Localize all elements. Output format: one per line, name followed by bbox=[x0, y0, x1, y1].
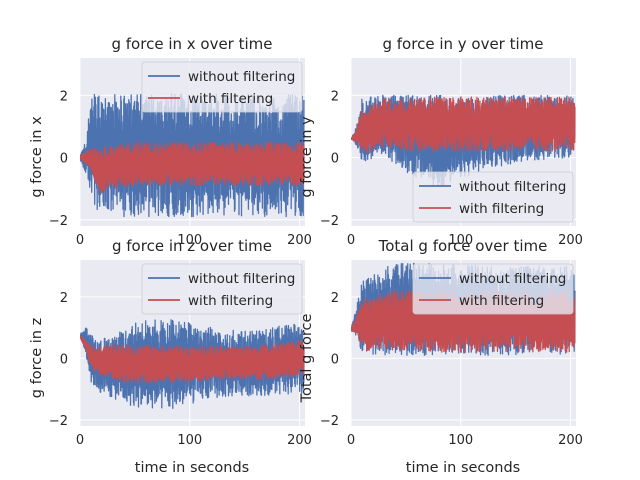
x-tick-label: 200 bbox=[558, 433, 583, 448]
series-line-without-filtering bbox=[80, 93, 305, 218]
series-line-with-filtering bbox=[351, 96, 576, 154]
x-tick-label: 100 bbox=[448, 233, 473, 248]
x-tick-label: 0 bbox=[347, 433, 355, 448]
legend-box bbox=[412, 263, 574, 315]
x-tick-label: 100 bbox=[177, 233, 202, 248]
x-tick-label: 0 bbox=[347, 233, 355, 248]
subplot-title: Total g force over time bbox=[378, 237, 548, 255]
x-tick-label: 200 bbox=[287, 233, 312, 248]
legend-label: with filtering bbox=[188, 91, 273, 107]
x-tick-label: 100 bbox=[448, 433, 473, 448]
legend: without filtering with filtering bbox=[412, 171, 574, 223]
legend-label: without filtering bbox=[188, 271, 295, 287]
y-axis-label: g force in z bbox=[29, 318, 45, 398]
y-axis-label: Total g force bbox=[299, 314, 315, 404]
legend-label: without filtering bbox=[459, 271, 566, 287]
subplot-total-g-force: Total g force over time Total g force ti… bbox=[299, 237, 583, 476]
subplot-g-force-x: g force in x over time g force in x 0 100… bbox=[29, 35, 312, 248]
y-tick-label: 2 bbox=[331, 291, 339, 306]
y-tick-label: 2 bbox=[60, 291, 68, 306]
subplot-title: g force in z over time bbox=[112, 237, 272, 255]
y-tick-label: −2 bbox=[49, 414, 68, 429]
y-tick-label: 0 bbox=[331, 152, 339, 167]
y-axis-label: g force in y bbox=[299, 116, 315, 198]
x-tick-label: 200 bbox=[558, 233, 583, 248]
x-tick-label: 0 bbox=[76, 433, 84, 448]
y-tick-label: 0 bbox=[331, 352, 339, 367]
legend-box bbox=[412, 171, 574, 223]
subplot-g-force-z: g force in z over time g force in z time… bbox=[29, 237, 312, 476]
subplot-title: g force in y over time bbox=[382, 35, 543, 53]
y-tick-label: 0 bbox=[60, 152, 68, 167]
legend-label: with filtering bbox=[188, 293, 273, 309]
legend-label: with filtering bbox=[459, 293, 544, 309]
x-tick-label: 200 bbox=[287, 433, 312, 448]
legend-label: with filtering bbox=[459, 201, 544, 217]
y-tick-label: −2 bbox=[49, 214, 68, 229]
y-tick-label: −2 bbox=[320, 214, 339, 229]
subplot-g-force-y: g force in y over time g force in y 0 100… bbox=[299, 35, 583, 248]
legend: without filtering with filtering bbox=[141, 263, 303, 315]
series-line-with-filtering bbox=[80, 141, 305, 194]
y-tick-label: 0 bbox=[60, 352, 68, 367]
x-tick-label: 0 bbox=[76, 233, 84, 248]
legend: without filtering with filtering bbox=[412, 263, 574, 315]
y-axis-label: g force in x bbox=[29, 116, 45, 198]
y-tick-label: 2 bbox=[60, 89, 68, 104]
subplot-title: g force in x over time bbox=[111, 35, 272, 53]
legend: without filtering with filtering bbox=[141, 61, 303, 113]
x-tick-label: 100 bbox=[177, 433, 202, 448]
legend-box bbox=[141, 61, 303, 113]
legend-box bbox=[141, 263, 303, 315]
x-axis-label: time in seconds bbox=[406, 460, 520, 476]
y-tick-label: 2 bbox=[331, 89, 339, 104]
series-line-with-filtering bbox=[80, 335, 305, 384]
legend-label: without filtering bbox=[188, 69, 295, 85]
x-axis-label: time in seconds bbox=[135, 460, 249, 476]
legend-label: without filtering bbox=[459, 179, 566, 195]
y-tick-label: −2 bbox=[320, 414, 339, 429]
